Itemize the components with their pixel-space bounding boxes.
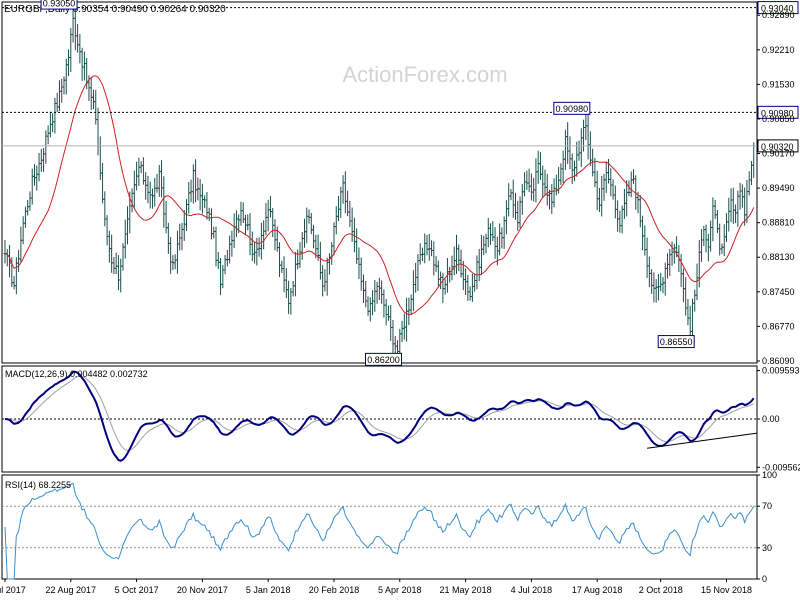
rsi-tick-label: 0 bbox=[762, 574, 767, 584]
macd-title: MACD(12,26,9) 0.004482 0.002732 bbox=[5, 369, 148, 379]
price-tick-label: 0.90850 bbox=[762, 114, 795, 124]
rsi-panel bbox=[2, 482, 757, 580]
symbol-label: EURGBP,Daily bbox=[4, 4, 70, 15]
ohlc-values: 0.90354 0.90490 0.90264 0.90320 bbox=[72, 4, 226, 15]
price-callout-2 bbox=[365, 352, 403, 366]
price-callout-text-2: 0.86200 bbox=[367, 355, 400, 365]
level-tag-text-1: 0.90980 bbox=[761, 108, 794, 118]
rsi-tick-label: 30 bbox=[762, 543, 772, 553]
date-tick-label: 5 Apr 2018 bbox=[378, 585, 422, 595]
last-price-tag bbox=[757, 139, 799, 153]
watermark: ActionForex.com bbox=[342, 62, 507, 87]
watermark-text: ActionForex.com bbox=[342, 62, 507, 87]
price-tick-label: 0.92890 bbox=[762, 10, 795, 20]
panel-frame-2 bbox=[1, 474, 758, 580]
price-callout-0 bbox=[40, 0, 78, 10]
level-tag-text-0: 0.93040 bbox=[761, 4, 794, 14]
price-panel: 0.93040 0.90980 0.90320 0.93050 0.90980 0.862… bbox=[2, 0, 799, 366]
price-tick-label: 0.91530 bbox=[762, 79, 795, 89]
rsi-title: RSI(14) 68.2255 bbox=[5, 480, 71, 490]
price-tick-label: 0.86770 bbox=[762, 321, 795, 331]
macd-panel bbox=[2, 370, 758, 462]
price-callout-3 bbox=[657, 335, 695, 349]
date-tick-label: 21 May 2018 bbox=[440, 585, 492, 595]
macd-signal-line bbox=[5, 375, 754, 451]
price-tick-label: 0.89490 bbox=[762, 183, 795, 193]
macd-tick-label: -0.009562 bbox=[762, 462, 800, 472]
level-tag-0 bbox=[757, 1, 799, 15]
price-tick-label: 0.86090 bbox=[762, 356, 795, 366]
price-tick-label: 0.88810 bbox=[762, 218, 795, 228]
date-tick-label: 5 Jan 2018 bbox=[246, 585, 291, 595]
rsi-tick-label: 70 bbox=[762, 501, 772, 511]
price-tick-label: 0.87450 bbox=[762, 287, 795, 297]
date-tick-label: 2 Oct 2018 bbox=[639, 585, 683, 595]
macd-trendline bbox=[647, 432, 758, 449]
date-tick-label: 7 Jul 2017 bbox=[0, 585, 26, 595]
moving-average-line bbox=[4, 75, 755, 316]
price-callout-text-1: 0.90980 bbox=[556, 104, 589, 114]
price-tick-label: 0.88130 bbox=[762, 252, 795, 262]
price-tick-label: 0.92210 bbox=[762, 45, 795, 55]
price-callout-1 bbox=[553, 101, 591, 115]
date-tick-label: 22 Aug 2017 bbox=[46, 585, 97, 595]
last-price-tag-text: 0.90320 bbox=[761, 142, 794, 152]
date-tick-label: 15 Nov 2018 bbox=[701, 585, 752, 595]
date-tick-label: 5 Oct 2017 bbox=[115, 585, 159, 595]
date-tick-label: 4 Jul 2018 bbox=[511, 585, 553, 595]
price-callout-text-0: 0.93050 bbox=[43, 0, 76, 9]
price-callout-text-3: 0.86550 bbox=[660, 337, 693, 347]
macd-tick-label: 0.00 bbox=[762, 414, 780, 424]
date-tick-label: 17 Aug 2018 bbox=[572, 585, 623, 595]
rsi-line bbox=[4, 482, 755, 580]
macd-line bbox=[4, 370, 755, 462]
date-tick-label: 20 Nov 2017 bbox=[177, 585, 228, 595]
price-tick-label: 0.90170 bbox=[762, 149, 795, 159]
axis-labels: 0.92890 0.92210 0.91530 0.90850 0.90170 0.894… bbox=[0, 10, 800, 595]
level-tag-1 bbox=[757, 105, 799, 119]
macd-tick-label: 0.009593 bbox=[762, 366, 800, 376]
panel-frame-0 bbox=[1, 1, 758, 364]
date-tick-label: 20 Feb 2018 bbox=[309, 585, 360, 595]
chart-header: EURGBP,Daily 0.90354 0.90490 0.90264 0.9… bbox=[4, 4, 226, 15]
rsi-tick-label: 100 bbox=[762, 470, 777, 480]
